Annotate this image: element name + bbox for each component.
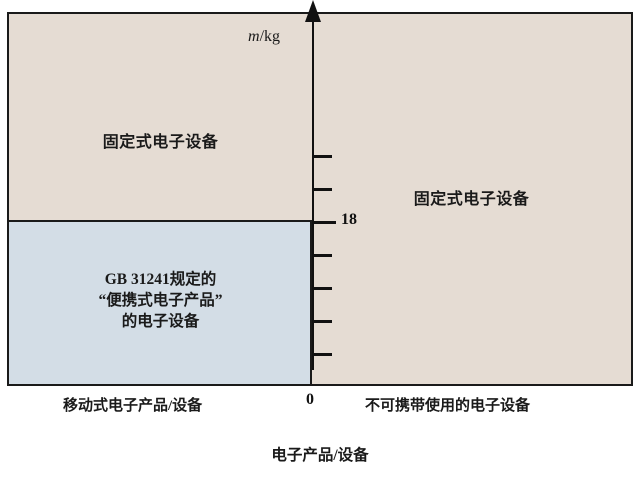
caption-overall-axis: 电子产品/设备 [271, 447, 369, 464]
axis-unit-label: m/kg [248, 28, 280, 46]
region-fixed-right [312, 14, 631, 384]
region-label-portable-line3: 的电子设备 [121, 312, 200, 330]
axis-tick-2 [314, 287, 332, 290]
axis-tick-6 [314, 155, 332, 158]
axis-tick-0 [314, 353, 332, 356]
region-label-fixed-right: 固定式电子设备 [413, 191, 530, 208]
diagram-frame: 固定式电子设备 固定式电子设备 GB 31241规定的 “便携式电子产品” 的电… [7, 12, 633, 386]
axis-tick-threshold [314, 221, 336, 224]
region-label-fixed-upper-left: 固定式电子设备 [102, 134, 219, 151]
caption-right-category: 不可携带使用的电子设备 [365, 398, 531, 414]
axis-origin-label: 0 [306, 391, 314, 408]
axis-tick-3 [314, 254, 332, 257]
axis-tick-1 [314, 320, 332, 323]
region-portable-lower-left [9, 220, 312, 384]
region-label-portable: GB 31241规定的 “便携式电子产品” 的电子设备 [9, 270, 312, 332]
axis-unit-symbol: m [248, 28, 260, 45]
axis-tick-5 [314, 188, 332, 191]
caption-left-category: 移动式电子产品/设备 [63, 398, 203, 414]
region-fixed-upper-left [9, 14, 312, 220]
region-label-portable-line2: “便携式电子产品” [98, 291, 223, 309]
axis-unit-separator: /kg [259, 28, 281, 45]
axis-vertical-line [312, 8, 314, 370]
axis-tick-label-18: 18 [341, 211, 357, 228]
region-label-portable-line1: GB 31241规定的 [104, 271, 217, 288]
